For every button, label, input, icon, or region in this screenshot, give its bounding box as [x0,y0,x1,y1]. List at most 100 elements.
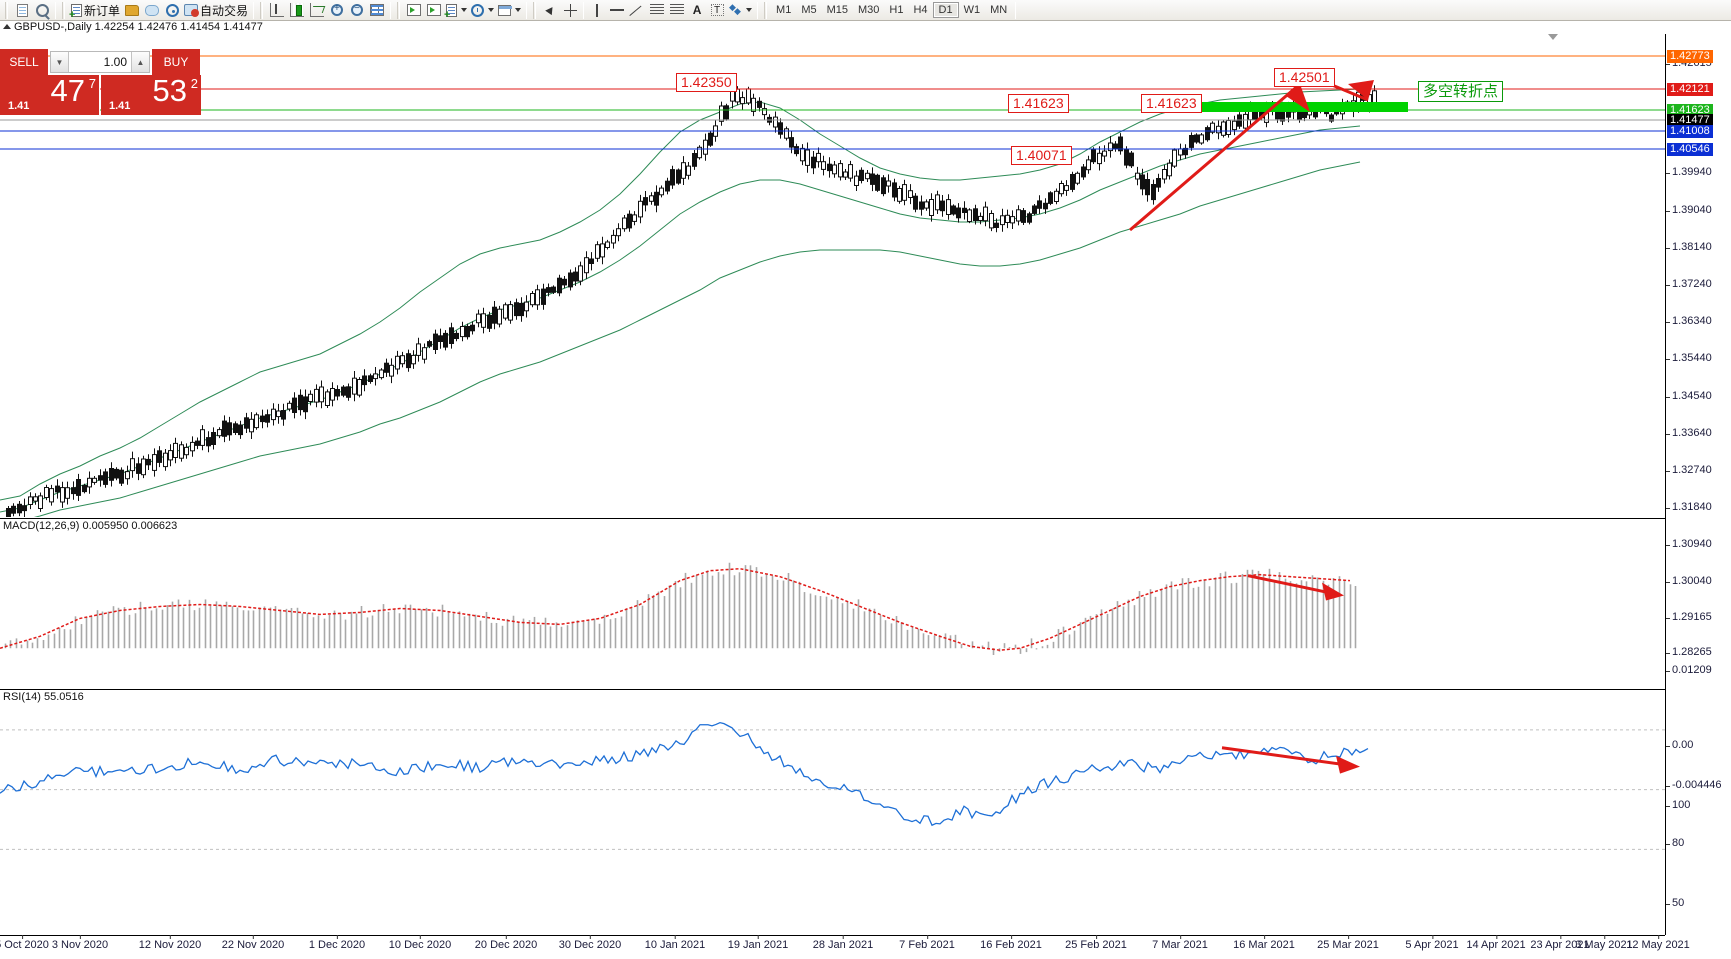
annotation-1-41623-right: 1.41623 [1141,94,1202,113]
toolbar-grip[interactable] [260,1,265,19]
rsi-pane[interactable]: RSI(14) 55.0516 [0,689,1665,935]
time-axis-tick: 1 Dec 2020 [308,935,366,951]
volume-decrease-icon[interactable]: ▼ [51,52,69,72]
equidistant-channel-icon[interactable] [647,1,667,20]
bar-chart-icon[interactable] [267,1,287,20]
time-axis-tick: 22 Nov 2020 [221,935,285,951]
sell-price-big: 47 [50,75,85,108]
toolbar-grip[interactable] [5,1,9,19]
zoom-in-icon[interactable] [327,1,347,20]
timeframe-m15[interactable]: M15 [826,4,848,16]
volume-value[interactable]: 1.00 [103,55,127,69]
templates-icon[interactable] [496,1,523,20]
price-label-1-41008: 1.41008 [1667,125,1713,138]
sell-price-sup: 7 [88,76,96,91]
data-window-icon[interactable] [367,1,387,20]
toolbar-separator [757,1,759,19]
downtrend-arrow-head [1348,80,1374,100]
autotrading-label: 自动交易 [200,3,249,18]
annotation-1-40071: 1.40071 [1011,146,1072,165]
rsi-line [0,721,1369,827]
signals-icon[interactable] [162,1,182,20]
time-axis-tick: 10 Dec 2020 [388,935,452,951]
new-order-label: 新订单 [84,3,121,18]
magnifier-icon[interactable] [32,1,52,20]
crosshair-icon[interactable] [560,1,580,20]
toolbar-separator [55,1,56,19]
time-axis-tick: 7 Feb 2021 [899,935,955,951]
time-axis[interactable]: 5 Oct 2020 3 Nov 2020 12 Nov 2020 22 Nov 20… [0,935,1690,959]
volume-stepper[interactable]: ▼ 1.00 ▲ [50,51,150,73]
buy-price[interactable]: 1.41 53 2 [101,75,201,115]
volume-increase-icon[interactable]: ▲ [131,52,149,72]
time-axis-tick: 7 Mar 2021 [1152,935,1208,951]
price-pane[interactable]: SELL ▼ 1.00 ▲ BUY 1.41 47 7 1.41 [0,34,1665,517]
toolbar-separator [390,1,392,19]
macd-label: MACD(12,26,9) 0.005950 0.006623 [3,520,182,532]
fibonacci-icon[interactable] [667,1,687,20]
indicators-icon[interactable]: + [444,1,469,20]
chart-window[interactable]: GBPUSD-,Daily 1.42254 1.42476 1.41454 1.… [0,21,1731,959]
timeframe-mn[interactable]: MN [990,4,1008,16]
cloud-icon[interactable] [142,1,162,20]
sell-price-prefix: 1.41 [8,100,30,112]
collapse-icon[interactable] [3,23,11,29]
rsi-divergence-arrow [1221,746,1360,774]
timeframe-m5[interactable]: M5 [801,4,817,16]
timeframe-m30[interactable]: M30 [858,4,880,16]
vertical-line-icon[interactable] [587,1,607,20]
timeframe-m1[interactable]: M1 [776,4,792,16]
time-axis-tick: 12 May 2021 [1626,935,1690,951]
annotation-1-42501: 1.42501 [1274,68,1335,87]
cursor-icon[interactable] [540,1,560,20]
timeframe-d1[interactable]: D1 [932,2,959,18]
macd-divergence-arrow [1247,574,1344,601]
text-label-icon[interactable]: T [707,1,727,20]
timeframe-w1[interactable]: W1 [963,4,981,16]
candlestick-chart-icon[interactable] [287,1,307,20]
autotrading-button[interactable]: 自动交易 [182,1,250,20]
time-axis-tick: 25 Feb 2021 [1065,935,1127,951]
horizontal-line-icon[interactable] [607,1,627,20]
periods-icon[interactable] [469,1,496,20]
toolbar-grip[interactable] [533,1,538,19]
toolbar-grip[interactable] [764,1,769,19]
trendline-icon[interactable] [627,1,647,20]
main-toolbar[interactable]: + 新订单 自动交易 + A T [0,0,1731,21]
time-axis-tick: 10 Jan 2021 [644,935,706,951]
price-chart-svg [0,55,1665,517]
folder-icon[interactable] [122,1,142,20]
chart-shift-icon[interactable] [424,1,444,20]
new-order-button[interactable]: + 新订单 [69,3,121,21]
shapes-icon[interactable] [727,1,754,20]
price-label-1-41477: 1.41477 [1667,114,1713,127]
toolbar-grip[interactable] [62,1,66,19]
time-axis-tick: 30 Dec 2020 [558,935,622,951]
chart-scroll-marker[interactable] [1548,34,1558,40]
bollinger-bands [0,88,1361,517]
new-chart-icon[interactable] [12,1,32,20]
line-chart-icon[interactable] [307,1,327,20]
annotation-bull-bear-turning-point: 多空转折点 [1418,81,1504,102]
time-axis-tick: 3 Nov 2020 [51,935,109,951]
uptrend-arrow-line [1129,82,1301,232]
candlestick-series [6,79,1377,517]
timeframe-h1[interactable]: H1 [889,4,904,16]
time-axis-tick: 5 Apr 2021 [1405,935,1459,951]
sell-button[interactable]: SELL [0,49,48,75]
auto-scroll-icon[interactable] [404,1,424,20]
toolbar-separator [253,1,255,19]
macd-chart-svg [0,562,1357,655]
toolbar-grip[interactable] [397,1,402,19]
text-icon[interactable]: A [692,3,702,17]
toolbar-separator [1015,1,1017,19]
sell-price[interactable]: 1.41 47 7 [0,75,100,115]
timeframe-h4[interactable]: H4 [913,4,928,16]
price-axis[interactable]: 1.42615 1.39940 1.39040 1.38140 1.37240 1.363… [1665,34,1731,935]
macd-signal-line [0,567,1351,651]
buy-button[interactable]: BUY [152,49,200,75]
zoom-out-icon[interactable] [347,1,367,20]
macd-pane[interactable]: MACD(12,26,9) 0.005950 0.006623 [0,518,1665,688]
uptrend-arrow-head [1286,84,1310,112]
one-click-trading-panel[interactable]: SELL ▼ 1.00 ▲ BUY 1.41 47 7 1.41 [0,49,201,115]
